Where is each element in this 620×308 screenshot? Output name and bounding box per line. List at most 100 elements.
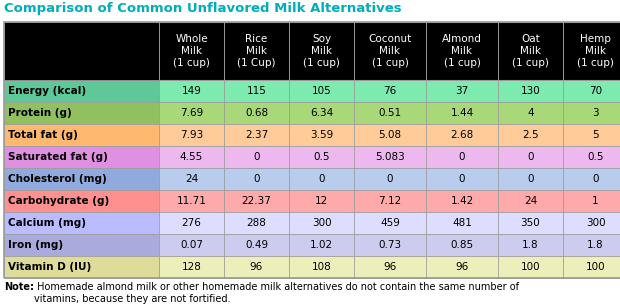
Bar (159, 256, 224, 278)
Text: 11.71: 11.71 (177, 196, 206, 206)
Text: Oat
Milk
(1 cup): Oat Milk (1 cup) (512, 34, 549, 67)
Text: 7.12: 7.12 (378, 196, 402, 206)
Bar (563, 234, 620, 256)
Bar (289, 146, 354, 168)
Text: Carbohydrate (g): Carbohydrate (g) (8, 196, 109, 206)
Bar (4, 256, 159, 278)
Bar (354, 212, 426, 234)
Text: 0.68: 0.68 (245, 108, 268, 118)
Text: 96: 96 (250, 262, 263, 272)
Bar (563, 124, 620, 146)
Bar (426, 190, 498, 212)
Bar (159, 212, 224, 234)
Bar (159, 190, 224, 212)
Text: 0: 0 (459, 152, 465, 162)
Text: Saturated fat (g): Saturated fat (g) (8, 152, 108, 162)
Text: 130: 130 (521, 86, 541, 96)
Bar (224, 124, 289, 146)
Bar (426, 212, 498, 234)
Bar (498, 168, 563, 190)
Bar (289, 80, 354, 102)
Bar (159, 234, 224, 256)
Text: 100: 100 (521, 262, 540, 272)
Text: 0: 0 (459, 174, 465, 184)
Bar (426, 102, 498, 124)
Text: 0: 0 (253, 152, 260, 162)
Bar (4, 22, 620, 80)
Bar (354, 22, 426, 80)
Text: Rice
Milk
(1 Cup): Rice Milk (1 Cup) (237, 34, 276, 67)
Bar (289, 234, 354, 256)
Text: Hemp
Milk
(1 cup): Hemp Milk (1 cup) (577, 34, 614, 67)
Bar (563, 80, 620, 102)
Text: 0.85: 0.85 (451, 240, 474, 250)
Text: Protein (g): Protein (g) (8, 108, 72, 118)
Text: 5: 5 (592, 130, 599, 140)
Bar (563, 190, 620, 212)
Text: 24: 24 (524, 196, 537, 206)
Bar (289, 102, 354, 124)
Bar (354, 146, 426, 168)
Text: 0: 0 (318, 174, 325, 184)
Bar (224, 168, 289, 190)
Bar (4, 168, 159, 190)
Bar (4, 22, 620, 278)
Text: 0.5: 0.5 (587, 152, 604, 162)
Text: 2.5: 2.5 (522, 130, 539, 140)
Text: 22.37: 22.37 (242, 196, 272, 206)
Text: 128: 128 (182, 262, 202, 272)
Text: 1: 1 (592, 196, 599, 206)
Bar (498, 146, 563, 168)
Bar (4, 212, 159, 234)
Bar (498, 234, 563, 256)
Text: 0.07: 0.07 (180, 240, 203, 250)
Text: 7.93: 7.93 (180, 130, 203, 140)
Bar (289, 168, 354, 190)
Bar (224, 80, 289, 102)
Bar (354, 80, 426, 102)
Bar (4, 102, 159, 124)
Bar (426, 22, 498, 80)
Text: Total fat (g): Total fat (g) (8, 130, 78, 140)
Text: 5.08: 5.08 (378, 130, 402, 140)
Bar (498, 256, 563, 278)
Bar (498, 102, 563, 124)
Text: Comparison of Common Unflavored Milk Alternatives: Comparison of Common Unflavored Milk Alt… (4, 2, 402, 15)
Bar (563, 168, 620, 190)
Bar (426, 234, 498, 256)
Bar (289, 212, 354, 234)
Bar (354, 124, 426, 146)
Bar (426, 168, 498, 190)
Text: 37: 37 (455, 86, 469, 96)
Text: 12: 12 (315, 196, 328, 206)
Bar (159, 168, 224, 190)
Bar (4, 80, 159, 102)
Text: Homemade almond milk or other homemade milk alternatives do not contain the same: Homemade almond milk or other homemade m… (34, 282, 519, 304)
Text: 300: 300 (312, 218, 331, 228)
Text: 105: 105 (312, 86, 331, 96)
Text: 0: 0 (527, 174, 534, 184)
Text: 0: 0 (592, 174, 599, 184)
Bar (426, 146, 498, 168)
Text: 1.8: 1.8 (587, 240, 604, 250)
Text: 288: 288 (247, 218, 267, 228)
Text: 3: 3 (592, 108, 599, 118)
Text: 0: 0 (253, 174, 260, 184)
Text: 0: 0 (527, 152, 534, 162)
Bar (224, 212, 289, 234)
Text: Cholesterol (mg): Cholesterol (mg) (8, 174, 107, 184)
Text: 1.42: 1.42 (450, 196, 474, 206)
Text: 459: 459 (380, 218, 400, 228)
Bar (289, 256, 354, 278)
Bar (224, 22, 289, 80)
Bar (563, 256, 620, 278)
Text: 0.51: 0.51 (378, 108, 402, 118)
Text: 6.34: 6.34 (310, 108, 333, 118)
Text: 3.59: 3.59 (310, 130, 333, 140)
Bar (4, 146, 159, 168)
Bar (289, 124, 354, 146)
Text: 96: 96 (455, 262, 469, 272)
Bar (354, 190, 426, 212)
Text: 2.37: 2.37 (245, 130, 268, 140)
Text: Almond
Milk
(1 cup): Almond Milk (1 cup) (442, 34, 482, 67)
